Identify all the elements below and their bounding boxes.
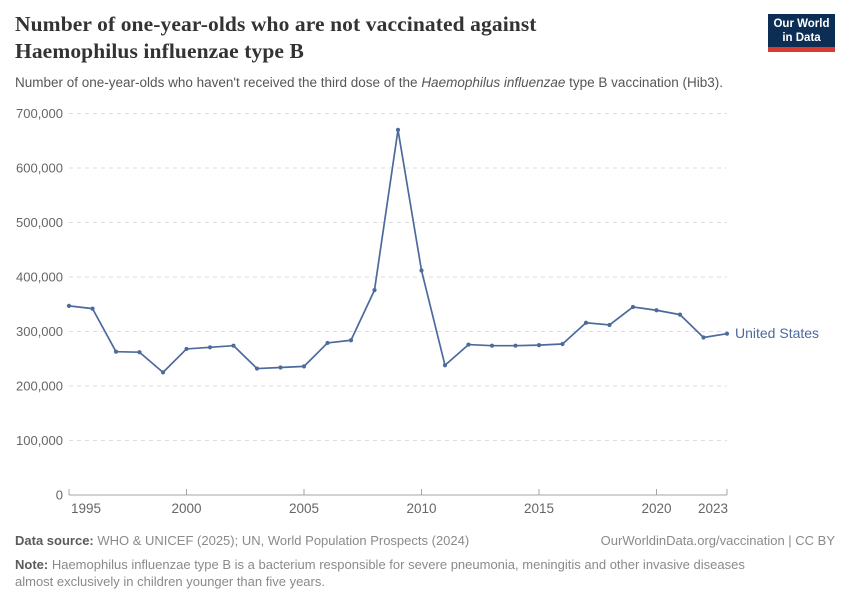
y-tick-label: 100,000	[16, 433, 63, 448]
note-label: Note:	[15, 557, 49, 572]
data-point[interactable]	[419, 268, 424, 273]
data-source: Data source: WHO & UNICEF (2025); UN, Wo…	[15, 533, 469, 549]
x-tick-label: 2000	[171, 501, 201, 516]
y-tick-label: 700,000	[16, 106, 63, 121]
data-point[interactable]	[254, 366, 260, 371]
data-point[interactable]	[677, 312, 683, 317]
subtitle-text-end: type B vaccination (Hib3).	[565, 75, 723, 90]
owid-logo-line2: in Data	[782, 32, 821, 44]
y-tick-label: 200,000	[16, 379, 63, 394]
x-tick-label: 1995	[71, 501, 101, 516]
chart-title-line2: Haemophilus influenzae type B	[15, 39, 304, 63]
entity-label: United States	[735, 325, 819, 341]
y-tick-label: 0	[56, 488, 63, 503]
data-point[interactable]	[395, 127, 401, 132]
data-point[interactable]	[442, 363, 448, 368]
chart-title: Number of one-year-olds who are not vacc…	[15, 11, 755, 65]
data-point[interactable]	[489, 343, 495, 348]
x-tick-label: 2010	[406, 501, 436, 516]
x-tick-label: 2015	[524, 501, 554, 516]
y-tick-label: 600,000	[16, 161, 63, 176]
note-text: Haemophilus influenzae type B is a bacte…	[15, 557, 745, 589]
data-source-label: Data source:	[15, 533, 94, 548]
license-link[interactable]: OurWorldinData.org/vaccination | CC BY	[600, 533, 835, 548]
y-tick-label: 400,000	[16, 270, 63, 285]
chart-subtitle: Number of one-year-olds who haven't rece…	[15, 74, 755, 91]
data-point[interactable]	[278, 365, 283, 370]
data-point[interactable]	[207, 345, 213, 350]
data-series[interactable]	[66, 127, 730, 375]
owid-logo[interactable]: Our World in Data	[768, 14, 835, 52]
data-point[interactable]	[66, 303, 72, 308]
data-point[interactable]	[536, 343, 542, 348]
x-tick-label: 2020	[641, 501, 671, 516]
x-tick-label: 2023	[698, 501, 728, 516]
data-point[interactable]	[583, 320, 589, 325]
data-point[interactable]	[466, 342, 471, 347]
data-point[interactable]	[137, 350, 142, 355]
data-point[interactable]	[607, 322, 612, 328]
data-point[interactable]	[560, 341, 565, 347]
y-tick-label: 300,000	[16, 324, 63, 339]
data-point[interactable]	[160, 370, 166, 375]
data-point[interactable]	[348, 338, 354, 343]
x-tick-label: 2005	[289, 501, 319, 516]
data-point[interactable]	[301, 364, 307, 369]
note-row: Note: Haemophilus influenzae type B is a…	[15, 556, 757, 590]
y-gridlines	[69, 113, 727, 441]
chart-title-line1: Number of one-year-olds who are not vacc…	[15, 12, 537, 36]
data-point[interactable]	[90, 306, 95, 311]
data-point[interactable]	[113, 349, 119, 354]
data-point[interactable]	[724, 331, 730, 336]
data-series-line[interactable]	[68, 129, 728, 374]
x-axis: 1995 2000 2005 2010 2015 2020 2023	[68, 489, 728, 516]
subtitle-text: Number of one-year-olds who haven't rece…	[15, 75, 422, 90]
subtitle-species-name: Haemophilus influenzae	[421, 75, 566, 90]
data-point[interactable]	[701, 335, 706, 340]
data-point[interactable]	[184, 346, 189, 352]
chart-footer: Data source: WHO & UNICEF (2025); UN, Wo…	[15, 533, 835, 590]
data-point[interactable]	[325, 340, 330, 346]
y-tick-label: 500,000	[16, 215, 63, 230]
data-point[interactable]	[513, 343, 518, 348]
data-source-text: WHO & UNICEF (2025); UN, World Populatio…	[93, 533, 470, 548]
data-point[interactable]	[372, 287, 377, 293]
owid-logo-line1: Our World	[773, 18, 830, 30]
source-row: Data source: WHO & UNICEF (2025); UN, Wo…	[15, 533, 835, 549]
data-point[interactable]	[630, 304, 636, 310]
data-point[interactable]	[654, 308, 659, 313]
data-point[interactable]	[231, 343, 236, 348]
chart-header: Number of one-year-olds who are not vacc…	[15, 11, 755, 91]
